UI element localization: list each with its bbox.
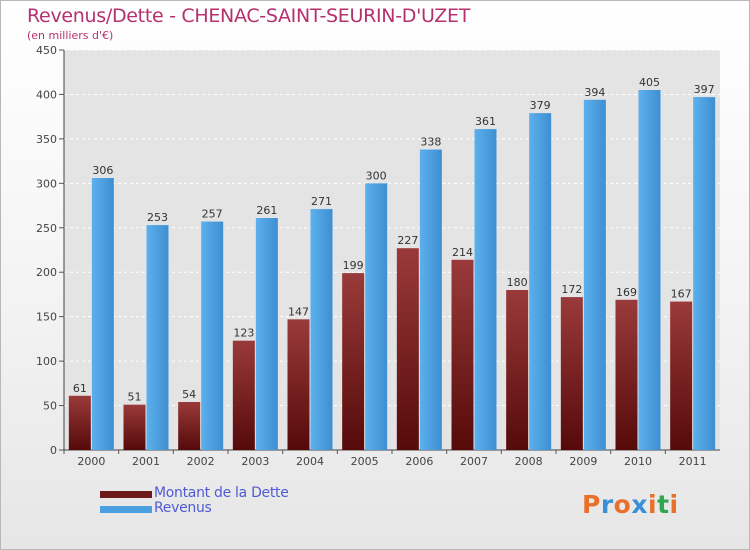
y-tick-label: 350 bbox=[36, 133, 57, 146]
legend-swatch-revenus bbox=[100, 506, 152, 513]
chart-subtitle: (en milliers d'€) bbox=[27, 29, 114, 42]
bar-dette bbox=[178, 402, 201, 450]
bar-dette bbox=[68, 395, 91, 450]
bar-revenus-label: 394 bbox=[584, 86, 605, 99]
bar-revenus-label: 257 bbox=[202, 208, 223, 221]
y-tick-label: 300 bbox=[36, 177, 57, 190]
x-tick-label: 2006 bbox=[405, 455, 433, 468]
bar-dette-label: 227 bbox=[397, 234, 418, 247]
bar-dette bbox=[396, 248, 419, 450]
bar-revenus bbox=[419, 149, 442, 451]
x-tick-label: 2007 bbox=[460, 455, 488, 468]
x-tick-label: 2000 bbox=[77, 455, 105, 468]
bar-revenus bbox=[365, 183, 388, 451]
bar-dette bbox=[342, 273, 365, 450]
bar-dette bbox=[451, 259, 474, 450]
legend-label-revenus: Revenus bbox=[154, 500, 212, 516]
bar-revenus-label: 361 bbox=[475, 115, 496, 128]
bar-dette-label: 172 bbox=[561, 283, 582, 296]
bar-dette bbox=[670, 301, 693, 450]
bar-dette-label: 147 bbox=[288, 305, 309, 318]
y-tick-label: 450 bbox=[36, 44, 57, 57]
bar-dette-label: 180 bbox=[507, 276, 528, 289]
bar-revenus-label: 379 bbox=[530, 99, 551, 112]
y-tick-label: 50 bbox=[43, 400, 57, 413]
bar-revenus-label: 271 bbox=[311, 195, 332, 208]
bar-dette-label: 169 bbox=[616, 286, 637, 299]
x-tick-label: 2008 bbox=[515, 455, 543, 468]
bar-revenus bbox=[474, 129, 497, 450]
bar-dette bbox=[615, 299, 638, 450]
bar-dette bbox=[123, 404, 146, 450]
x-tick-label: 2002 bbox=[187, 455, 215, 468]
bar-revenus-label: 397 bbox=[694, 83, 715, 96]
y-tick-label: 100 bbox=[36, 355, 57, 368]
bar-revenus bbox=[146, 225, 169, 450]
bar-revenus-label: 306 bbox=[92, 164, 113, 177]
bar-revenus bbox=[310, 209, 333, 450]
plot-area bbox=[64, 50, 720, 450]
bar-dette bbox=[232, 340, 255, 450]
x-tick-label: 2010 bbox=[624, 455, 652, 468]
proxiti-logo: Proxiti bbox=[582, 490, 679, 519]
bar-dette-label: 214 bbox=[452, 246, 473, 259]
bar-revenus bbox=[529, 113, 552, 450]
bar-revenus bbox=[201, 221, 224, 450]
bar-dette bbox=[287, 319, 310, 450]
y-tick-label: 400 bbox=[36, 88, 57, 101]
legend-swatch-dette bbox=[100, 491, 152, 498]
y-tick-label: 150 bbox=[36, 311, 57, 324]
bar-dette-label: 54 bbox=[182, 388, 196, 401]
y-tick-label: 200 bbox=[36, 266, 57, 279]
bar-dette-label: 51 bbox=[128, 391, 142, 404]
x-tick-label: 2003 bbox=[241, 455, 269, 468]
legend-label-dette: Montant de la Dette bbox=[154, 485, 289, 501]
bar-revenus bbox=[693, 97, 716, 450]
bar-revenus-label: 253 bbox=[147, 211, 168, 224]
y-tick-label: 0 bbox=[50, 444, 57, 457]
bar-dette-label: 61 bbox=[73, 382, 87, 395]
bar-dette bbox=[560, 297, 583, 450]
bar-revenus bbox=[638, 90, 661, 450]
x-tick-label: 2005 bbox=[351, 455, 379, 468]
bar-dette-label: 167 bbox=[671, 288, 692, 301]
bar-revenus-label: 405 bbox=[639, 76, 660, 89]
bar-dette-label: 199 bbox=[343, 259, 364, 272]
bar-revenus-label: 338 bbox=[420, 136, 441, 149]
bar-revenus bbox=[91, 178, 114, 450]
bar-revenus-label: 300 bbox=[366, 169, 387, 182]
bar-revenus bbox=[583, 99, 606, 451]
x-tick-label: 2004 bbox=[296, 455, 324, 468]
bar-dette bbox=[506, 290, 529, 450]
x-tick-label: 2001 bbox=[132, 455, 160, 468]
bar-revenus bbox=[255, 218, 278, 450]
bar-dette-label: 123 bbox=[233, 327, 254, 340]
x-tick-label: 2009 bbox=[569, 455, 597, 468]
chart-title: Revenus/Dette - CHENAC-SAINT-SEURIN-D'UZ… bbox=[27, 5, 471, 27]
bar-revenus-label: 261 bbox=[256, 204, 277, 217]
y-tick-label: 250 bbox=[36, 222, 57, 235]
x-tick-label: 2011 bbox=[679, 455, 707, 468]
